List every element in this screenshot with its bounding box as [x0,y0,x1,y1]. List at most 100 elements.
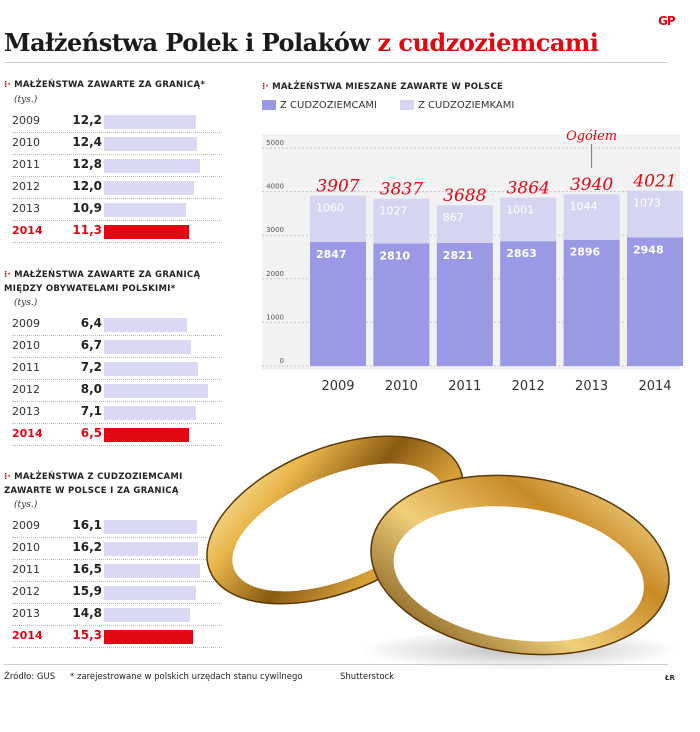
row-bar [104,203,186,217]
row-divider [12,379,222,380]
table-row: 2012 8,0 [8,380,222,402]
table-row: 2013 7,1 [8,402,222,424]
table-row: 2009 16,1 [8,516,222,538]
bar-cudzoziemkami [563,194,620,240]
row-value: 12,2 [72,113,102,127]
row-divider [12,423,222,424]
x-tick-label: 2011 [448,379,481,394]
data-label-cudzoziemkami: 1027 [379,205,407,218]
footer-divider [4,664,668,665]
row-value: 15,9 [72,584,102,598]
bar-cudzoziemcami [373,243,430,366]
unit-label: (tys.) [14,298,38,308]
row-value: 16,2 [72,540,102,554]
stacked-chart-title: ⁝· Małżeństwa mieszane zawarte w Polsce [262,82,504,92]
row-year: 2013 [12,202,40,215]
data-label-cudzoziemcami: 2821 [443,249,474,262]
row-bar [104,115,196,129]
row-bar [104,318,188,332]
bar-cudzoziemcami [310,241,366,366]
row-divider [12,603,222,604]
table-row: 2011 7,2 [8,358,222,380]
row-divider [12,176,222,177]
data-label-cudzoziemcami: 2948 [633,243,664,256]
logo: GP [658,14,676,28]
row-year: 2011 [12,158,40,171]
data-label-cudzoziemkami: 867 [443,211,464,224]
row-divider [12,220,222,221]
row-year: 2012 [12,585,40,598]
stacked-bar-chart: 0 1000 2000 3000 4000 5000 2847 1060 3907 2009 281… [262,129,683,394]
row-value: 11,3 [72,223,102,237]
row-year: 2010 [12,339,40,352]
y-tick-label: 0 [280,357,284,365]
row-divider [12,357,222,358]
row-divider [12,335,222,336]
legend-swatch-light [400,100,414,110]
data-label-cudzoziemcami: 2810 [379,249,410,262]
x-tick-label: 2013 [575,379,608,394]
row-value: 12,0 [72,179,102,193]
row-year: 2011 [12,563,40,576]
bar-cudzoziemkami [310,195,366,242]
total-label: 3907 [316,177,359,197]
footer-photo-credit: Shutterstock [340,672,395,682]
row-divider [12,198,222,199]
row-bar [104,586,197,600]
row-value: 6,7 [80,338,102,352]
row-year: 2009 [12,317,40,330]
row-bar [104,362,198,376]
row-value: 6,4 [80,316,102,330]
bar-cudzoziemcami [563,239,620,366]
row-bar [104,159,200,173]
row-bar [104,225,189,239]
row-year: 2014 [12,427,43,440]
bullet-icon: ⁝· [4,270,12,280]
total-callout-label: Ogółem [566,129,617,144]
table-row: 2009 12,2 [8,111,222,133]
row-divider [12,242,222,243]
row-value: 16,1 [72,518,102,532]
data-label-cudzoziemcami: 2847 [316,248,347,261]
row-value: 6,5 [80,426,102,440]
row-value: 16,5 [72,562,102,576]
row-bar [104,340,192,354]
x-tick-label: 2014 [638,379,671,394]
row-bar [104,406,197,420]
row-year: 2009 [12,114,40,127]
total-label: 3837 [380,180,423,200]
row-divider [12,559,222,560]
x-tick-label: 2010 [385,379,418,394]
unit-label: (tys.) [14,500,38,510]
row-year: 2013 [12,405,40,418]
table-row: 2010 16,2 [8,538,222,560]
data-label-cudzoziemkami: 1073 [633,197,661,210]
row-divider [12,581,222,582]
row-year: 2013 [12,607,40,620]
table-row: 2010 12,4 [8,133,222,155]
row-bar [104,608,190,622]
bullet-icon: ⁝· [262,82,270,92]
bar-cudzoziemkami [500,197,557,242]
table-row: 2011 16,5 [8,560,222,582]
bar-cudzoziemcami [436,243,493,366]
row-value: 12,8 [72,157,102,171]
row-year: 2009 [12,519,40,532]
row-value: 10,9 [72,201,102,215]
table-row: 2009 6,4 [8,314,222,336]
row-bar [104,520,198,534]
row-divider [12,647,222,648]
legend-cudzoziemcami: z cudzoziemcami [262,100,377,111]
table-row: 2014 11,3 [8,221,222,243]
footer-source: Źródło: GUS [4,672,56,682]
row-year: 2011 [12,361,40,374]
row-divider [12,401,222,402]
section-title-2: ⁝· Małżeństwa zawarte za granicą między ob… [4,270,201,294]
legend-swatch-dark [262,100,276,110]
y-tick-label: 2000 [266,270,284,278]
table-row: 2012 12,0 [8,177,222,199]
row-value: 12,4 [72,135,102,149]
section-title-1: ⁝· Małżeństwa zawarte za granicą* [4,80,206,90]
row-divider [12,132,222,133]
row-year: 2010 [12,541,40,554]
